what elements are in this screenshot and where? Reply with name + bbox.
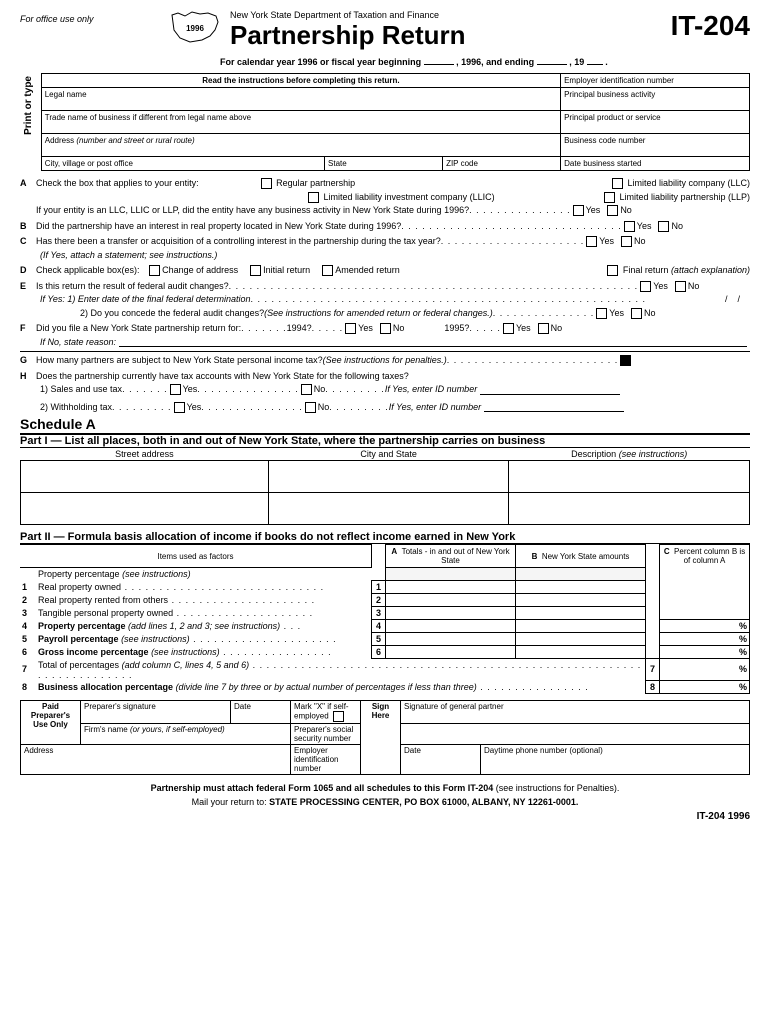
places-table: Street address City and State Descriptio… [20, 448, 750, 525]
cb-B-no[interactable] [658, 221, 669, 232]
checkbox-regular[interactable] [261, 178, 272, 189]
cb-E2-yes[interactable] [596, 308, 607, 319]
trade-name-field[interactable]: Trade name of business if different from… [41, 111, 560, 134]
checkbox-llc[interactable] [612, 178, 623, 189]
state-field[interactable]: State [325, 157, 443, 171]
form-header: For office use only 1996 New York State … [20, 10, 750, 51]
sales-id-input[interactable] [480, 385, 620, 395]
part1-title: Part I — List all places, both in and ou… [20, 435, 750, 448]
question-F: FDid you file a New York State partnersh… [20, 322, 750, 349]
fy-end-input[interactable] [537, 55, 567, 65]
part2-title: Part II — Formula basis allocation of in… [20, 531, 750, 544]
identification-table: Print or type Read the instructions befo… [20, 73, 750, 171]
cb-E-yes[interactable] [640, 281, 651, 292]
gp-sig-field[interactable]: Signature of general partner [401, 701, 750, 724]
sig-date-field[interactable]: Date [401, 745, 481, 775]
fy-begin-input[interactable] [424, 55, 454, 65]
cb-E2-no[interactable] [631, 308, 642, 319]
question-A: ACheck the box that applies to your enti… [20, 177, 750, 218]
firm-name-field[interactable]: Firm's name (or yours, if self-employed) [81, 724, 291, 745]
partner-count-box[interactable] [620, 355, 631, 366]
cb-H1-yes[interactable] [170, 384, 181, 395]
preparer-sig-field[interactable]: Preparer's signature [81, 701, 231, 724]
cb-F94-yes[interactable] [345, 323, 356, 334]
question-H: HDoes the partnership currently have tax… [20, 370, 750, 415]
prep-date-field[interactable]: Date [231, 701, 291, 724]
cb-H1-no[interactable] [301, 384, 312, 395]
ny-state-logo: 1996 [170, 10, 220, 44]
cb-B-yes[interactable] [624, 221, 635, 232]
office-use-label: For office use only [20, 10, 170, 24]
cb-F95-yes[interactable] [503, 323, 514, 334]
fiscal-year-line: For calendar year 1996 or fiscal year be… [220, 55, 750, 67]
question-G: GHow many partners are subject to New Yo… [20, 354, 750, 368]
cb-H2-no[interactable] [305, 402, 316, 413]
phone-field[interactable]: Daytime phone number (optional) [481, 745, 750, 775]
withhold-id-input[interactable] [484, 402, 624, 412]
cb-E-no[interactable] [675, 281, 686, 292]
zip-field[interactable]: ZIP code [443, 157, 561, 171]
schedule-a-title: Schedule A [20, 416, 750, 435]
question-B: BDid the partnership have an interest in… [20, 220, 750, 234]
signature-table: PaidPreparer'sUse Only Preparer's signat… [20, 700, 750, 775]
cb-A-yes[interactable] [573, 205, 584, 216]
legal-name-field[interactable]: Legal name [41, 88, 560, 111]
footer-code: IT-204 1996 [20, 811, 750, 822]
svg-text:1996: 1996 [186, 24, 204, 33]
department-name: New York State Department of Taxation an… [230, 10, 630, 20]
cb-H2-yes[interactable] [174, 402, 185, 413]
checkbox-llp[interactable] [604, 192, 615, 203]
prep-ein-field[interactable]: Employer identification number [291, 745, 361, 775]
cb-C-yes[interactable] [586, 236, 597, 247]
question-D: DCheck applicable box(es): Change of add… [20, 264, 750, 278]
cb-change-addr[interactable] [149, 265, 160, 276]
checkbox-llic[interactable] [308, 192, 319, 203]
cb-A-no[interactable] [607, 205, 618, 216]
cb-C-no[interactable] [621, 236, 632, 247]
cb-amended[interactable] [322, 265, 333, 276]
prep-address-field[interactable]: Address [21, 745, 291, 775]
activity-field[interactable]: Principal business activity [561, 88, 750, 111]
cb-final[interactable] [607, 265, 618, 276]
prep-ssn-field[interactable]: Preparer's social security number [291, 724, 361, 745]
instructions-header: Read the instructions before completing … [41, 74, 560, 88]
biz-code-field[interactable]: Business code number [561, 134, 750, 157]
ein-label[interactable]: Employer identification number [561, 74, 750, 88]
city-field[interactable]: City, village or post office [41, 157, 324, 171]
footer: Partnership must attach federal Form 106… [20, 783, 750, 807]
product-field[interactable]: Principal product or service [561, 111, 750, 134]
question-C: CHas there been a transfer or acquisitio… [20, 235, 750, 262]
cb-initial[interactable] [250, 265, 261, 276]
formula-table: Items used as factors A Totals - in and … [20, 544, 750, 694]
address-field[interactable]: Address (number and street or rural rout… [41, 134, 560, 157]
date-started-field[interactable]: Date business started [561, 157, 750, 171]
cb-F94-no[interactable] [380, 323, 391, 334]
form-title: Partnership Return [230, 20, 630, 51]
sign-here-label: SignHere [361, 701, 401, 775]
form-code: IT-204 [630, 10, 750, 42]
paid-preparer-label: PaidPreparer'sUse Only [21, 701, 81, 745]
reason-input[interactable] [119, 337, 747, 347]
print-type-label: Print or type [23, 76, 34, 135]
cb-F95-no[interactable] [538, 323, 549, 334]
self-employed-field[interactable]: Mark "X" if self-employed [291, 701, 361, 724]
question-E: EIs this return the result of federal au… [20, 280, 750, 321]
places-cell[interactable] [21, 461, 269, 493]
